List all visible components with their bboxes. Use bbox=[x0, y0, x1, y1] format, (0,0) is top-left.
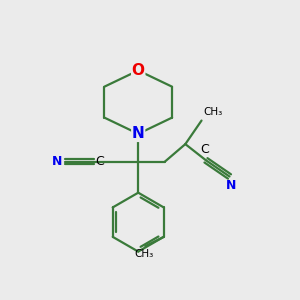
Text: C: C bbox=[95, 155, 104, 168]
Text: N: N bbox=[132, 126, 145, 141]
Text: C: C bbox=[200, 143, 209, 157]
Text: O: O bbox=[132, 63, 145, 78]
Text: CH₃: CH₃ bbox=[134, 249, 153, 259]
Text: N: N bbox=[52, 155, 62, 168]
Text: CH₃: CH₃ bbox=[203, 107, 222, 117]
Text: N: N bbox=[226, 179, 236, 192]
